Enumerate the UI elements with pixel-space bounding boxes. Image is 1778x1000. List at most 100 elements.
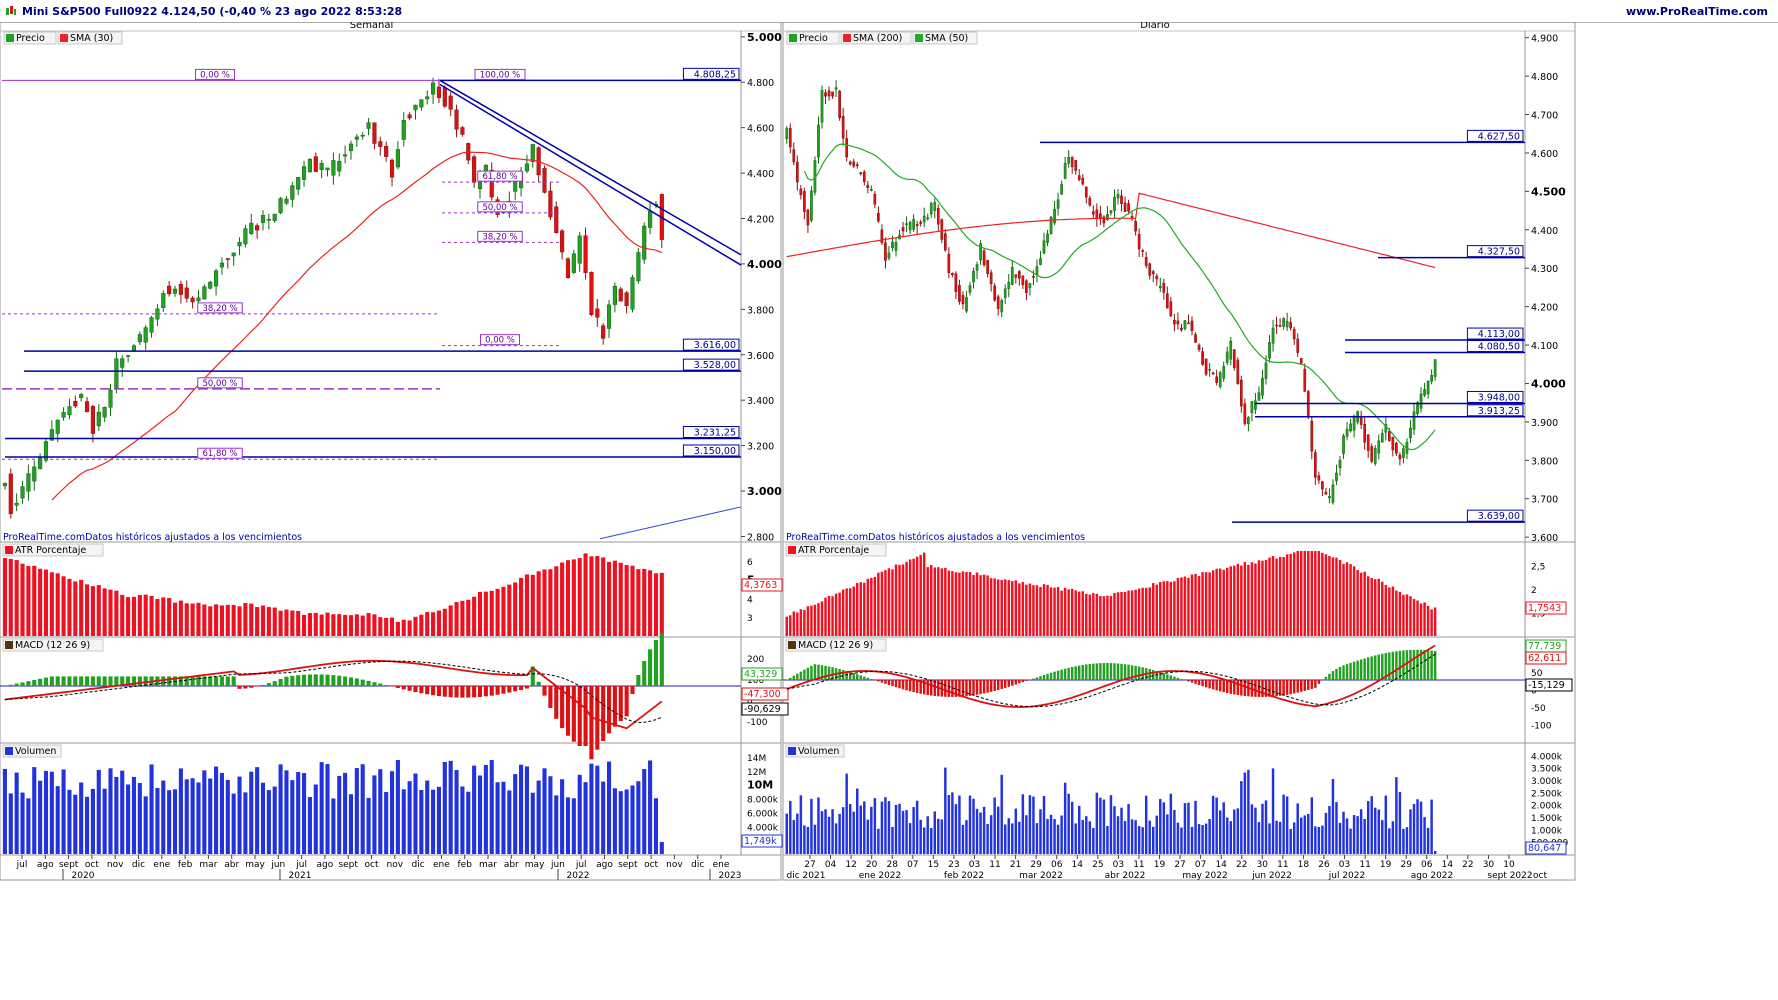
- candle-body: [1194, 334, 1197, 343]
- macd-histogram-bar: [554, 686, 559, 719]
- volume-bar: [589, 763, 594, 854]
- x-month-label: abr 2022: [1105, 871, 1146, 881]
- candle-body: [1134, 221, 1137, 232]
- atr-bar: [834, 593, 838, 636]
- legend-label: SMA (200): [853, 33, 902, 44]
- volume-bar: [1359, 809, 1363, 854]
- level-label: 4.327,50: [1478, 247, 1520, 258]
- y-tick-label: 4.000: [747, 258, 782, 271]
- atr-bar: [172, 602, 178, 636]
- atr-bar: [792, 611, 796, 636]
- macd-histogram-bar: [856, 674, 859, 680]
- candle-body: [1247, 417, 1250, 425]
- atr-bar: [1049, 587, 1053, 636]
- macd-histogram-bar: [653, 640, 659, 686]
- volume-bar: [930, 827, 933, 854]
- volume-bar: [1035, 823, 1039, 854]
- volume-bar: [624, 789, 629, 854]
- volume-bar: [898, 803, 901, 854]
- macd-histogram-bar: [1261, 680, 1264, 697]
- atr-bar: [877, 572, 880, 636]
- candle-body: [1229, 340, 1233, 360]
- volume-bar: [1176, 822, 1180, 854]
- candle-body: [143, 327, 148, 343]
- volume-axis: 4.000k 3.500k 3.000k 2.500k 2.000k 1.500k 1.00…: [1531, 752, 1568, 848]
- volume-bar: [1317, 826, 1321, 854]
- atr-bar: [1081, 591, 1084, 636]
- volume-swatch-icon: [5, 747, 13, 755]
- macd-histogram-bar: [1398, 650, 1402, 680]
- subpanel-tick-label: 3.500k: [1531, 765, 1563, 775]
- macd-histogram-bar: [1127, 664, 1130, 680]
- y-tick-label: 3.900: [1531, 418, 1558, 429]
- volume-bar: [571, 798, 576, 854]
- atr-bar: [284, 609, 289, 636]
- atr-bar: [968, 571, 972, 636]
- volume-bar: [231, 793, 236, 854]
- subpanel-tick-label: 0: [747, 697, 753, 707]
- candle-body: [1032, 276, 1035, 278]
- macd-histogram-bar: [1025, 680, 1028, 681]
- weekly-atr-bars: [2, 553, 664, 636]
- atr-bar: [425, 612, 430, 636]
- macd-histogram-bar: [922, 680, 926, 695]
- atr-bar: [571, 559, 576, 636]
- site-link[interactable]: www.ProRealTime.com: [1625, 5, 1768, 18]
- candle-body: [577, 235, 582, 264]
- fibo-label: 50,00 %: [202, 379, 237, 389]
- macd-histogram-bar: [167, 676, 172, 686]
- candle-body: [1268, 342, 1271, 359]
- macd-histogram-bar: [1349, 662, 1352, 680]
- y-tick-label: 5.000: [747, 31, 782, 44]
- candle-body: [926, 217, 930, 220]
- x-tick-label: ago: [596, 860, 613, 870]
- candle-body: [149, 317, 154, 333]
- atr-bar: [1233, 565, 1236, 636]
- atr-bar: [1144, 587, 1148, 636]
- atr-bar: [2, 558, 7, 636]
- candle-body: [1250, 401, 1254, 414]
- macd-histogram-bar: [290, 675, 295, 686]
- x-tick-label: ene: [433, 860, 450, 870]
- charts-area[interactable]: Semanal Diario 2.800 3.000 3.200 3.400 3.600 3.…: [0, 22, 1778, 1000]
- macd-histogram-bar: [877, 680, 880, 682]
- volume-bar: [1303, 815, 1306, 854]
- atr-bar: [1063, 587, 1067, 636]
- volume-bar: [178, 768, 183, 854]
- macd-histogram-bar: [38, 678, 43, 686]
- volume-bar: [1243, 772, 1247, 854]
- volume-bar: [1063, 782, 1067, 854]
- atr-bar: [1391, 586, 1395, 636]
- macd-value-box: [741, 702, 789, 716]
- macd-histogram-bar: [589, 686, 594, 760]
- volume-bar: [1321, 825, 1324, 854]
- atr-bar: [1032, 585, 1035, 636]
- atr-bar: [1377, 578, 1380, 636]
- candle-body: [989, 272, 993, 285]
- atr-bar: [1183, 576, 1187, 636]
- volume-bar: [612, 788, 617, 854]
- x-tick-label: 21: [1010, 860, 1021, 870]
- atr-bar: [1004, 579, 1007, 636]
- candle-body: [190, 297, 195, 303]
- macd-value: -15,129: [1528, 680, 1565, 691]
- subpanel-tick-label: 6.000k: [747, 809, 779, 819]
- volume-bar: [824, 809, 827, 854]
- atr-bar: [313, 612, 318, 636]
- trendline-rising: [599, 506, 742, 540]
- volume-bar: [102, 788, 107, 854]
- volume-bar: [120, 770, 125, 854]
- candle-body: [624, 292, 629, 306]
- volume-bar: [325, 764, 330, 854]
- atr-bar: [937, 567, 940, 636]
- atr-bar: [290, 610, 295, 636]
- candle-body: [1197, 344, 1201, 350]
- candle-body: [554, 206, 559, 234]
- candle-body: [1299, 358, 1303, 364]
- macd-histogram-bar: [915, 680, 919, 693]
- candle-body: [178, 283, 183, 295]
- candle-body: [1370, 446, 1374, 462]
- candle-body: [284, 198, 289, 204]
- x-tick-label: dic: [132, 860, 145, 870]
- candle-body: [61, 412, 66, 418]
